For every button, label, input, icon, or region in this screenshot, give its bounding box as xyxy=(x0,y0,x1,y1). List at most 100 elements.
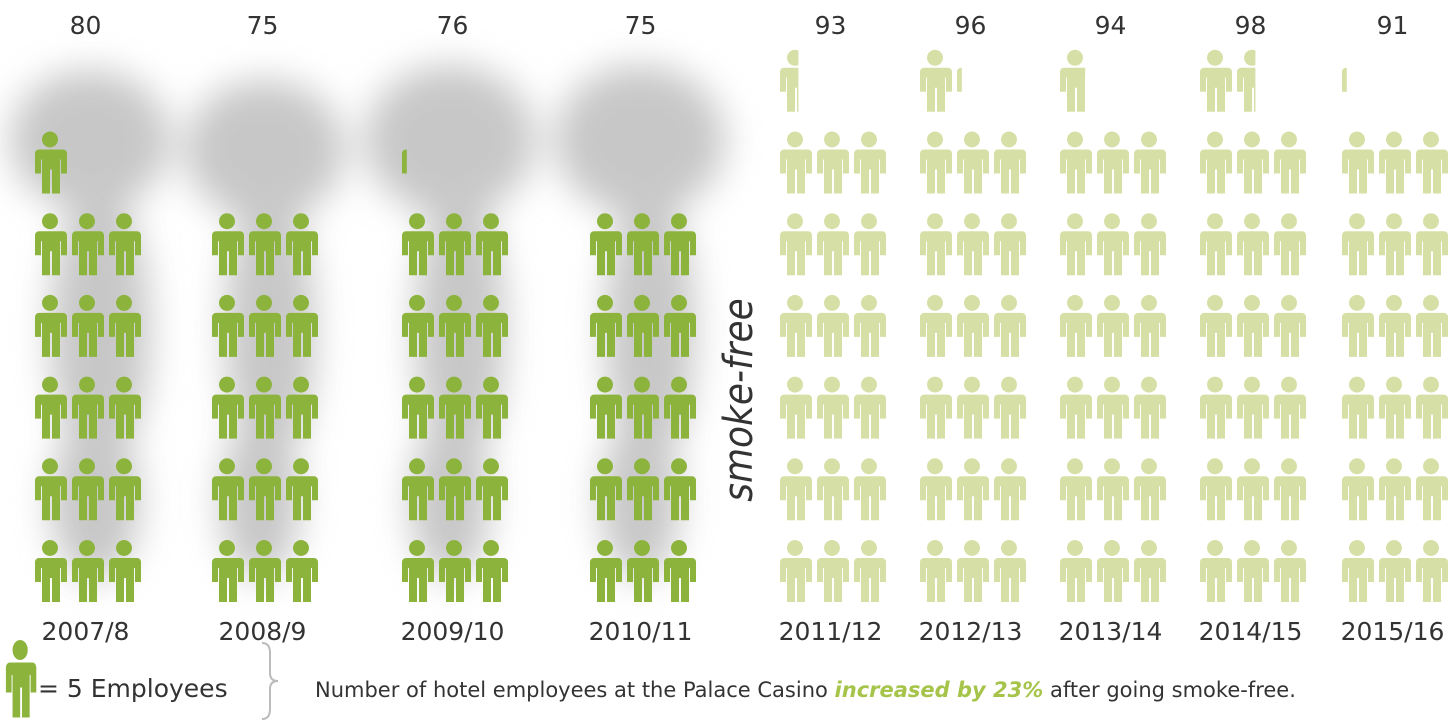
icon xyxy=(957,540,989,602)
value-label: 98 xyxy=(1235,11,1267,40)
icon xyxy=(780,213,812,276)
annotation-highlight: increased by 23% xyxy=(835,678,1044,702)
icon xyxy=(920,458,952,521)
icon xyxy=(854,540,886,602)
icon xyxy=(1097,458,1129,521)
icon xyxy=(1237,49,1256,112)
icon xyxy=(1274,294,1306,357)
icon xyxy=(1097,540,1129,602)
icon xyxy=(1416,458,1448,521)
icon xyxy=(1200,540,1232,602)
icon xyxy=(1416,294,1448,357)
icon xyxy=(1379,540,1411,602)
icon xyxy=(1200,213,1232,276)
icon xyxy=(1200,49,1232,112)
category-label: 2008/9 xyxy=(219,617,307,646)
icon xyxy=(1237,131,1269,194)
icon-column xyxy=(1060,49,1166,602)
icon xyxy=(1342,458,1374,521)
icon xyxy=(920,49,952,112)
icon xyxy=(1274,213,1306,276)
icon xyxy=(1379,376,1411,439)
icon xyxy=(780,131,812,194)
icon-column xyxy=(1342,49,1448,602)
icon xyxy=(817,294,849,357)
icon-column xyxy=(920,49,1026,602)
icon xyxy=(1060,294,1092,357)
icon xyxy=(1237,540,1269,602)
icon xyxy=(1060,213,1092,276)
icon xyxy=(1097,294,1129,357)
category-label: 2011/12 xyxy=(779,617,883,646)
icon xyxy=(1060,131,1092,194)
icon xyxy=(957,376,989,439)
icon xyxy=(1134,540,1166,602)
category-label: 2009/10 xyxy=(401,617,505,646)
icon xyxy=(1134,131,1166,194)
icon-column xyxy=(1200,49,1306,602)
category-label: 2012/13 xyxy=(919,617,1023,646)
icon xyxy=(957,213,989,276)
icon xyxy=(1237,213,1269,276)
icon xyxy=(854,131,886,194)
category-label: 2015/16 xyxy=(1341,617,1445,646)
legend-icon xyxy=(5,640,37,718)
value-label: 91 xyxy=(1377,11,1409,40)
icon xyxy=(1274,131,1306,194)
icon xyxy=(1134,213,1166,276)
annotation: Number of hotel employees at the Palace … xyxy=(315,678,1296,702)
icon xyxy=(994,540,1026,602)
icon xyxy=(1342,376,1374,439)
icon xyxy=(780,294,812,357)
icon xyxy=(957,458,989,521)
icon xyxy=(780,458,812,521)
icon xyxy=(1342,540,1374,602)
icon xyxy=(1342,49,1347,112)
icon xyxy=(994,213,1026,276)
icon xyxy=(817,376,849,439)
icon xyxy=(854,213,886,276)
icon xyxy=(817,540,849,602)
icon xyxy=(1200,294,1232,357)
icon xyxy=(780,540,812,602)
icon xyxy=(994,294,1026,357)
icon xyxy=(1097,376,1129,439)
icon xyxy=(957,49,962,112)
icon xyxy=(1416,131,1448,194)
value-label: 80 xyxy=(70,11,102,40)
icon xyxy=(994,458,1026,521)
category-label: 2007/8 xyxy=(42,617,130,646)
icon xyxy=(1416,540,1448,602)
icon xyxy=(854,376,886,439)
value-label: 76 xyxy=(437,11,469,40)
icon xyxy=(1097,131,1129,194)
icon xyxy=(1134,294,1166,357)
icon xyxy=(994,376,1026,439)
icon xyxy=(994,131,1026,194)
icon xyxy=(920,213,952,276)
category-label: 2014/15 xyxy=(1199,617,1303,646)
icon xyxy=(1237,458,1269,521)
annotation-text: Number of hotel employees at the Palace … xyxy=(315,678,835,702)
icon xyxy=(1342,294,1374,357)
icon xyxy=(1134,458,1166,521)
icon xyxy=(1379,213,1411,276)
icon xyxy=(1342,131,1374,194)
legend-label: = 5 Employees xyxy=(38,674,228,703)
divider-label: smoke-free xyxy=(716,298,762,502)
icon xyxy=(817,213,849,276)
icon xyxy=(1200,131,1232,194)
icon xyxy=(1274,540,1306,602)
icon xyxy=(1416,376,1448,439)
category-label: 2010/11 xyxy=(589,617,693,646)
icon xyxy=(957,294,989,357)
icon xyxy=(854,294,886,357)
icon xyxy=(1097,213,1129,276)
icon xyxy=(920,540,952,602)
icon xyxy=(1200,376,1232,439)
icon xyxy=(920,376,952,439)
brace xyxy=(261,642,279,720)
icon xyxy=(1274,458,1306,521)
icon xyxy=(780,49,799,112)
